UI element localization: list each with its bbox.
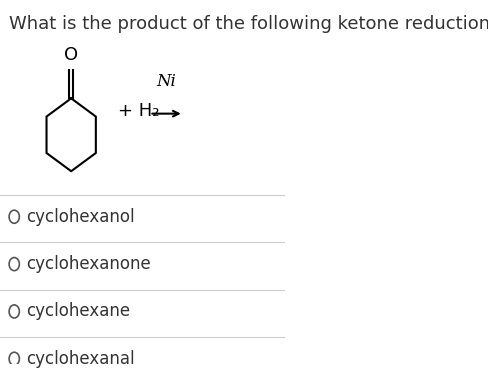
Text: cyclohexanol: cyclohexanol [26,208,134,226]
Text: + H₂: + H₂ [118,102,160,120]
Text: cyclohexanone: cyclohexanone [26,255,150,273]
Text: What is the product of the following ketone reduction reaction?: What is the product of the following ket… [9,14,488,32]
Text: O: O [64,46,78,64]
Text: Ni: Ni [157,73,177,90]
Text: cyclohexanal: cyclohexanal [26,350,134,368]
Text: cyclohexane: cyclohexane [26,303,130,320]
